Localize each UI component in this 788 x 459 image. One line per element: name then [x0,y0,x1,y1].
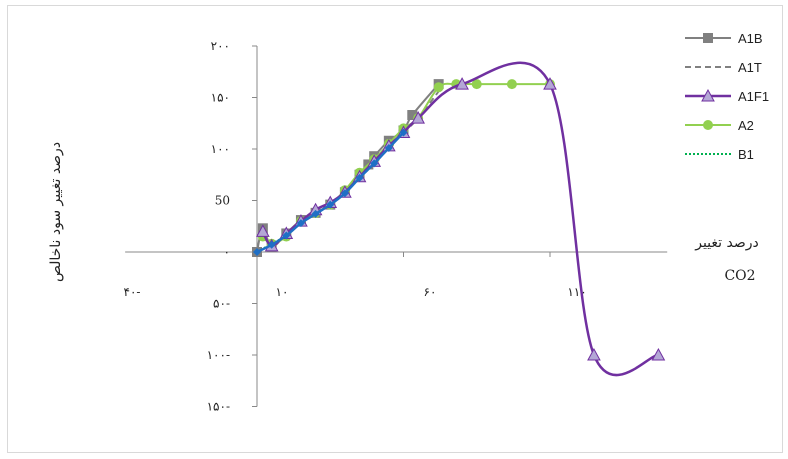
legend-label: A2 [738,118,754,133]
y-tick-label: ۱۰۰ [211,142,230,156]
x-tick-label: ۱۰ [276,285,289,299]
legend-item-a1f1: A1F1 [685,88,769,104]
legend-marker [701,88,715,102]
data-point [340,189,349,198]
data-point [370,159,379,168]
x-tick-labels: ۴۰- ۱۰ ۶۰ ۱۱۰ [124,285,587,299]
legend-label: A1F1 [738,89,769,104]
legend-label: A1B [738,31,763,46]
data-point [326,200,335,209]
x-axis-title-line1: درصد تغییر [694,235,759,251]
data-point [506,79,517,90]
series-line [261,61,659,377]
data-point [587,347,601,361]
x-tick-label: ۶۰ [424,285,437,299]
legend-label: A1T [738,60,762,75]
data-point [282,231,291,240]
data-point [355,173,364,182]
legend-item-a1b: A1B [685,31,763,46]
data-point [399,128,408,137]
series-a1f1 [256,61,666,377]
data-point [296,219,305,228]
y-tick-label: ۱۵۰ [211,91,230,105]
chart-frame [7,5,783,453]
data-point [411,111,425,124]
data-point [253,248,261,256]
y-tick-label: ۱۵۰- [207,400,230,414]
legend-marker [703,120,713,130]
y-tick-labels: ۲۰۰ ۱۵۰ ۱۰۰ 50 ۰ ۵۰- ۱۰۰- ۱۵۰- [207,39,230,414]
series-a1b [252,79,444,257]
series-line [256,83,440,253]
y-tick-label: ۲۰۰ [211,39,230,53]
data-point [407,110,418,121]
series-layer [252,61,666,377]
legend: A1B A1T A1F1 A2 B1 [685,31,769,162]
y-axis-title: درصد تغییر سود ناخالص [48,142,64,282]
y-tick-label: ۰ [224,245,230,259]
data-point [433,82,444,93]
data-point [267,240,276,249]
data-point [651,347,666,361]
x-tick-label: ۱۱۰ [567,285,586,299]
data-point [311,209,320,218]
data-point [543,77,557,90]
x-axis-title-line2: CO2 [724,268,755,284]
series-trend [253,128,408,256]
data-point [256,224,270,237]
legend-marker [703,33,713,43]
y-tick-label: ۵۰- [213,297,230,311]
data-point [455,77,469,90]
x-tick-label: ۴۰- [124,285,141,299]
data-point [471,79,482,90]
data-point [384,143,393,152]
legend-item-b1: B1 [685,147,754,162]
legend-label: B1 [738,147,754,162]
legend-item-a1t: A1T [685,60,762,75]
y-tick-label: ۱۰۰- [207,348,230,362]
legend-item-a2: A2 [685,118,754,133]
y-tick-label: 50 [215,194,230,208]
